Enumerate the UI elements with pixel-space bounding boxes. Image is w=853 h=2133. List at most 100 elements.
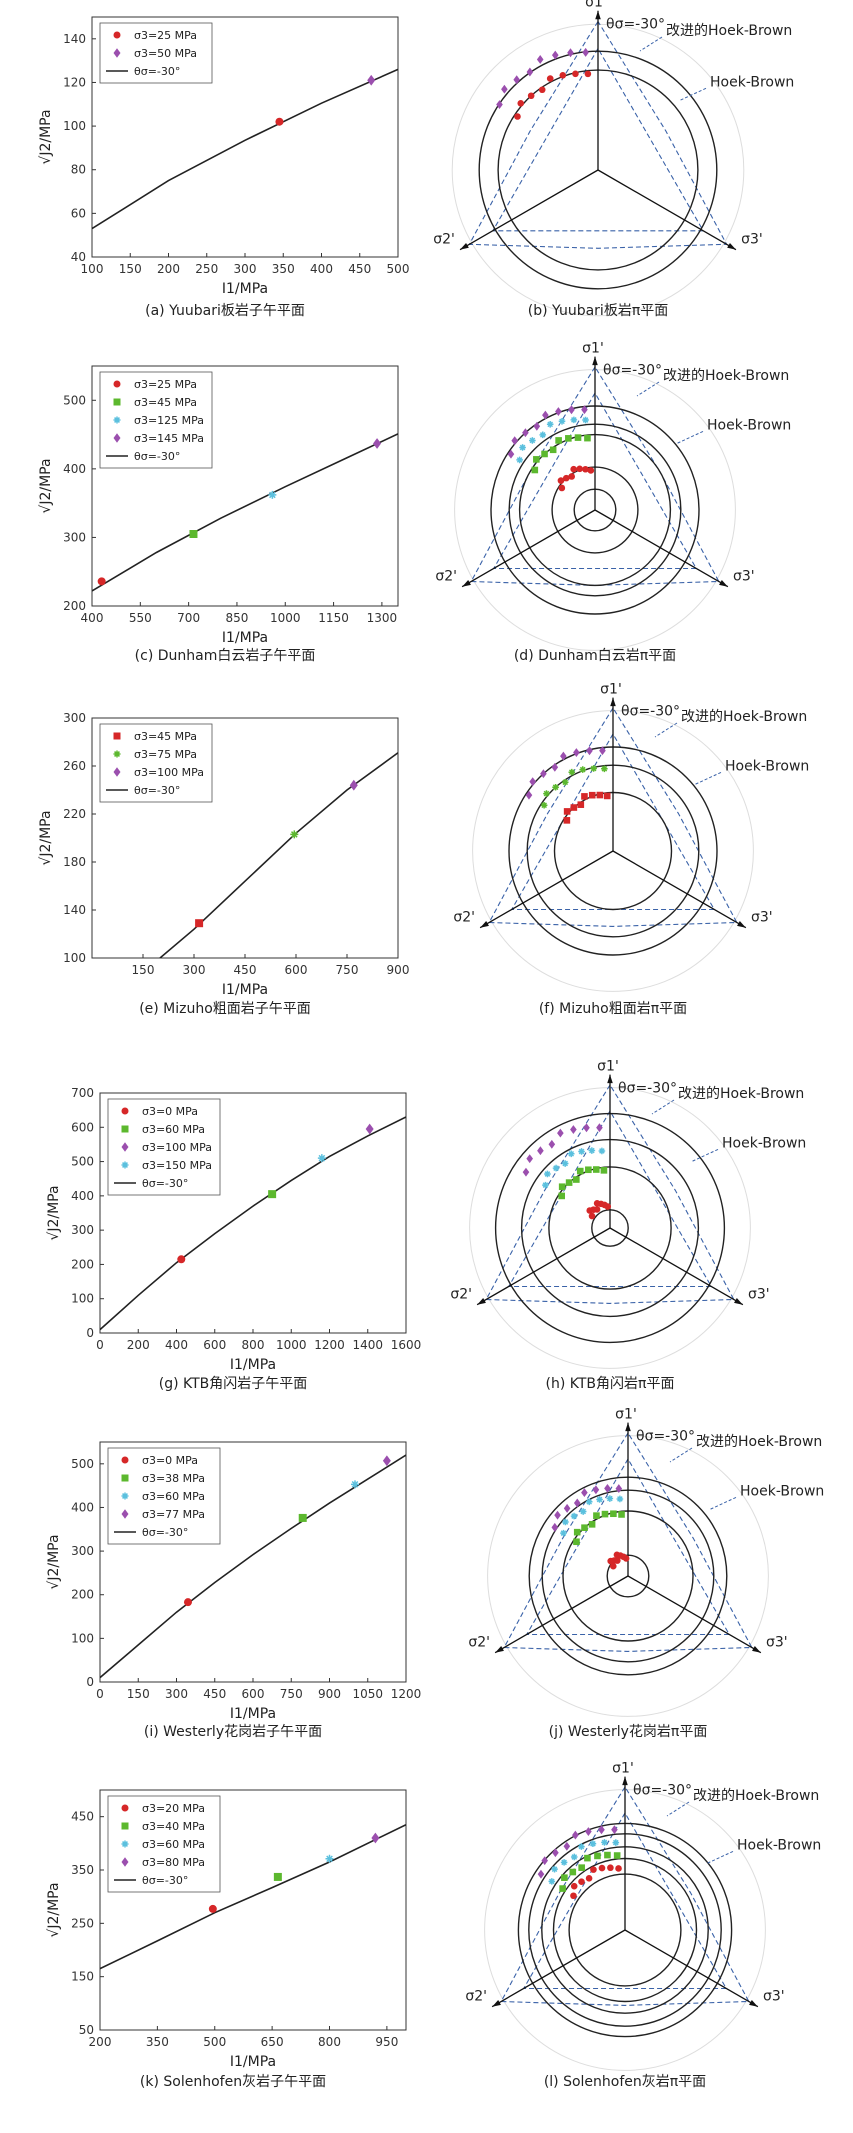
sigma1-label: σ1' [597, 1059, 619, 1075]
axis-arrowhead [727, 242, 736, 250]
pi-caption: (h) KTB角闪岩π平面 [546, 1376, 675, 1392]
y-tick-label: 200 [63, 599, 86, 613]
y-tick-label: 500 [63, 393, 86, 407]
improved-hoek-brown-envelope [500, 1785, 750, 2006]
y-tick-label: 100 [63, 951, 86, 965]
hoek-brown-envelope [507, 1109, 713, 1288]
pi-data-point [541, 450, 548, 458]
pi-data-point [558, 417, 566, 425]
pi-data-point [598, 1147, 606, 1155]
y-tick-label: 50 [79, 2023, 94, 2037]
x-tick-label: 200 [157, 262, 180, 276]
x-tick-label: 800 [318, 2035, 341, 2049]
pi-data-point [581, 1488, 588, 1498]
x-tick-label: 500 [203, 2035, 226, 2049]
legend-label: σ3=45 MPa [134, 730, 197, 743]
chart-caption: (k) Solenhofen灰岩子午平面 [140, 2074, 326, 2090]
y-tick-label: 500 [71, 1155, 94, 1169]
pi-data-point [606, 1495, 614, 1502]
pi-data-point [522, 428, 529, 438]
sigma2-label: σ2' [468, 1635, 490, 1651]
data-point [365, 1123, 374, 1135]
sigma3-label: σ3' [751, 910, 773, 926]
pi-data-point [578, 1878, 585, 1885]
y-tick-label: 250 [71, 1916, 94, 1930]
axis-arrowhead [752, 1646, 761, 1653]
x-axis-label: I1/MPa [222, 281, 268, 297]
pi-data-point [613, 1551, 621, 1559]
pi-data-point [565, 1179, 573, 1186]
pi-data-point [517, 100, 525, 107]
x-tick-label: 1400 [352, 1338, 383, 1352]
pi-data-point [507, 449, 515, 459]
pi-plane-5: σ1' σ2' σ3' θσ=-30° 改进的Hoek-Brown Hoek-Brown (… [465, 1761, 821, 2090]
pi-data-point [533, 456, 540, 463]
x-tick-label: 1000 [276, 1338, 307, 1352]
pi-data-point [603, 792, 611, 800]
improved-hoek-brown-label: 改进的Hoek-Brown [663, 368, 789, 384]
pi-data-point [581, 1524, 588, 1531]
fit-curve [100, 1823, 406, 1970]
plot-frame [99, 1789, 407, 2031]
pi-data-point [585, 1827, 592, 1837]
pi-data-point [548, 1878, 556, 1885]
pi-data-point [540, 769, 547, 779]
pi-data-point [570, 1882, 578, 1890]
data-point [97, 577, 106, 586]
sigma1-label: σ1' [585, 0, 607, 11]
legend-marker [121, 1474, 129, 1482]
pi-data-point [576, 1167, 584, 1175]
y-axis-label: √J2/MPa [38, 109, 54, 164]
x-tick-label: 400 [310, 262, 333, 276]
legend-marker [121, 1456, 129, 1464]
y-axis-label: √J2/MPa [38, 458, 54, 513]
y-tick-label: 300 [63, 530, 86, 544]
y-tick-label: 120 [63, 75, 86, 89]
principal-axis [624, 1929, 759, 2008]
axis-arrowhead [737, 921, 746, 928]
pi-data-point [607, 1864, 614, 1872]
y-tick-label: 60 [71, 206, 86, 220]
pi-data-point [610, 1510, 617, 1518]
pi-data-point [511, 436, 518, 446]
pi-data-point [525, 790, 533, 800]
pi-data-point [567, 48, 574, 58]
hoek-brown-envelope [492, 391, 698, 570]
pi-data-point [581, 793, 588, 800]
legend-label: σ3=150 MPa [142, 1159, 212, 1172]
pi-data-point [570, 804, 578, 811]
chart-caption: (i) Westerly花岗岩子午平面 [144, 1724, 322, 1740]
pi-data-point [609, 1562, 617, 1570]
theta-label: θσ=-30° [618, 1081, 677, 1097]
fit-curve [92, 68, 398, 230]
y-tick-label: 260 [63, 759, 86, 773]
pi-data-point [557, 477, 565, 484]
pi-data-point [537, 1869, 545, 1879]
pi-data-point [522, 1167, 530, 1177]
pi-data-point [560, 1859, 568, 1866]
pi-data-point [529, 777, 536, 787]
x-tick-label: 550 [129, 611, 152, 625]
pi-data-point [600, 1167, 608, 1174]
pi-data-point [584, 434, 591, 442]
sigma2-label: σ2' [435, 569, 457, 585]
pi-data-point [563, 817, 571, 824]
principal-axis [479, 850, 614, 929]
pi-data-point [601, 1839, 608, 1846]
x-tick-label: 350 [272, 262, 295, 276]
data-point [183, 1598, 192, 1607]
data-point [371, 1832, 380, 1844]
y-tick-label: 100 [71, 1631, 94, 1645]
y-tick-label: 350 [71, 1863, 94, 1877]
y-tick-label: 150 [71, 1970, 94, 1984]
pi-data-point [581, 405, 588, 415]
pi-data-point [568, 473, 576, 480]
axis-arrowhead [719, 580, 728, 587]
pi-data-point [585, 1498, 593, 1506]
pi-data-point [599, 746, 606, 756]
pi-data-point [570, 1512, 578, 1520]
data-point [275, 117, 284, 126]
legend-marker [121, 1492, 129, 1500]
x-tick-label: 300 [183, 963, 206, 977]
legend-label: σ3=100 MPa [134, 766, 204, 779]
